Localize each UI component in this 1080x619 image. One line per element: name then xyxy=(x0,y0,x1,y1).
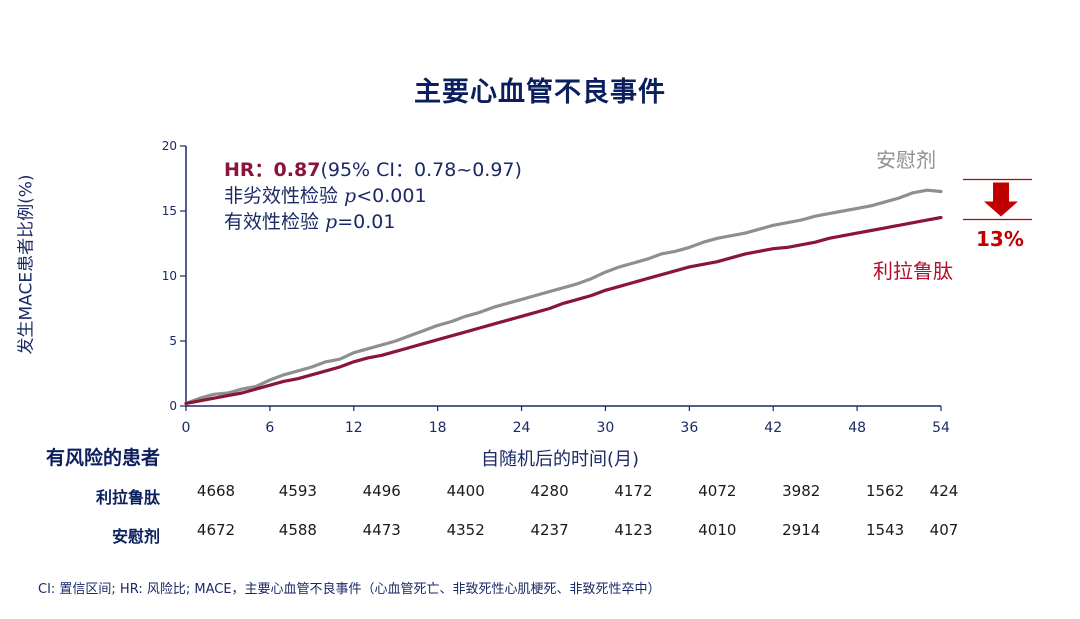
hr-label: HR： xyxy=(224,159,274,181)
risk-cell: 4668 xyxy=(196,482,236,500)
x-tick-label: 12 xyxy=(345,420,363,436)
noninferiority-prefix: 非劣效性检验 xyxy=(224,185,345,207)
x-tick-label: 0 xyxy=(182,420,191,436)
hr-value: 0.87 xyxy=(273,159,321,181)
footnote: CI: 置信区间; HR: 风险比; MACE，主要心血管不良事件（心血管死亡、… xyxy=(38,582,661,597)
x-tick-label: 30 xyxy=(597,420,615,436)
x-tick-label: 42 xyxy=(764,420,782,436)
y-tick-label: 5 xyxy=(169,334,177,348)
superiority-prefix: 有效性检验 xyxy=(224,211,326,233)
y-tick-label: 20 xyxy=(162,139,177,153)
y-tick-label: 0 xyxy=(169,399,177,413)
y-axis-label: 发生MACE患者比例(%) xyxy=(16,174,37,355)
risk-cell: 4473 xyxy=(362,521,401,539)
series-line-liraglutide xyxy=(184,215,943,405)
chart-title: 主要心血管不良事件 xyxy=(414,77,666,108)
x-tick-label: 18 xyxy=(429,420,447,436)
risk-cell: 4400 xyxy=(446,482,485,500)
risk-cell: 4593 xyxy=(278,482,317,500)
risk-cell: 4496 xyxy=(362,482,401,500)
reduction-arrow xyxy=(984,182,1018,217)
series-line-placebo xyxy=(184,188,943,405)
risk-table-header: 有风险的患者 xyxy=(46,447,161,469)
risk-cell: 1562 xyxy=(866,482,905,500)
risk-cell: 4352 xyxy=(446,521,485,539)
legend-placebo: 安慰剂 xyxy=(876,148,936,172)
risk-cell: 4123 xyxy=(614,521,653,539)
risk-cell: 4072 xyxy=(698,482,737,500)
risk-cell: 3982 xyxy=(782,482,821,500)
ci-text: (95% CI：0.78~0.97) xyxy=(320,159,522,181)
risk-cell: 4010 xyxy=(698,521,737,539)
risk-cell: 4588 xyxy=(278,521,317,539)
risk-row-label: 安慰剂 xyxy=(111,527,160,546)
risk-cell: 1543 xyxy=(866,521,905,539)
legend-liraglutide: 利拉鲁肽 xyxy=(873,259,953,283)
risk-cell: 4280 xyxy=(530,482,569,500)
reduction-label: 13% xyxy=(976,227,1024,251)
x-tick-label: 24 xyxy=(513,420,531,436)
risk-cell: 4672 xyxy=(196,521,236,539)
x-tick-label: 6 xyxy=(265,420,274,436)
y-tick-label: 15 xyxy=(162,204,177,218)
superiority-p-value: =0.01 xyxy=(337,211,396,233)
y-tick-label: 10 xyxy=(162,269,177,283)
risk-cell: 407 xyxy=(929,521,959,539)
noninferiority-p-symbol: p xyxy=(344,185,357,207)
risk-cell: 2914 xyxy=(782,521,821,539)
risk-cell: 4237 xyxy=(530,521,569,539)
x-axis-label: 自随机后的时间(月) xyxy=(480,449,640,470)
x-tick-label: 48 xyxy=(848,420,866,436)
risk-cell: 424 xyxy=(929,482,959,500)
noninferiority-p-value: <0.001 xyxy=(356,185,427,207)
x-tick-label: 36 xyxy=(680,420,698,436)
risk-row-label: 利拉鲁肽 xyxy=(95,488,160,507)
risk-cell: 4172 xyxy=(614,482,653,500)
superiority-p-symbol: p xyxy=(325,211,338,233)
hr-annotation: HR：0.87(95% CI：0.78~0.97) 非劣效性检验 p<0.001… xyxy=(224,157,522,235)
x-tick-label: 54 xyxy=(932,420,950,436)
